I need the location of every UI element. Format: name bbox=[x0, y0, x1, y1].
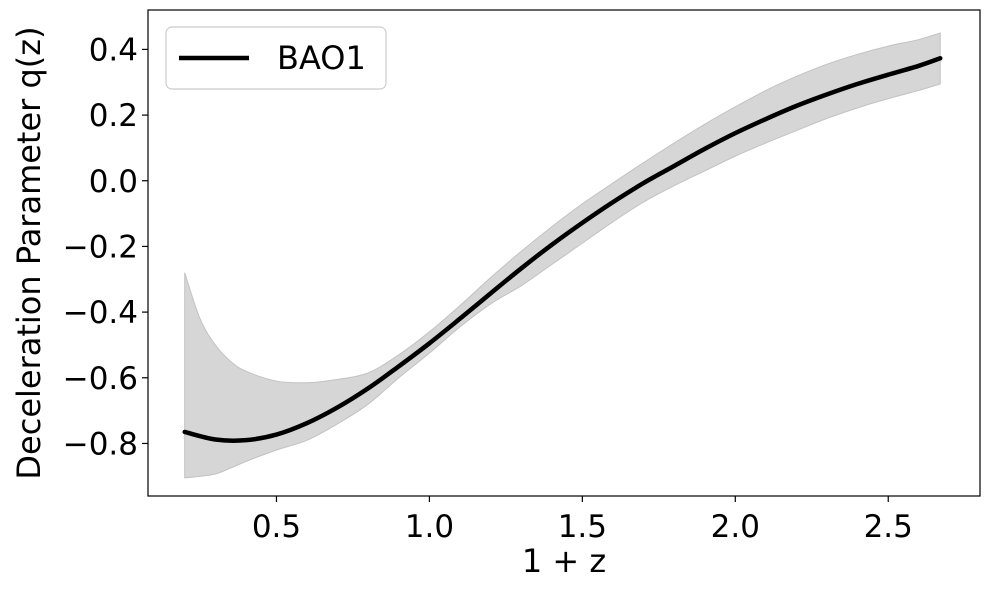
uncertainty-band bbox=[184, 32, 941, 479]
y-tick-label: 0.2 bbox=[89, 98, 138, 134]
y-tick-label: −0.4 bbox=[63, 295, 138, 331]
x-tick-label: 1.0 bbox=[405, 509, 454, 545]
legend-box bbox=[165, 26, 387, 90]
y-tick-label: −0.2 bbox=[63, 229, 138, 265]
x-axis-label: 1 + z bbox=[522, 542, 606, 580]
y-axis-ticks: −0.8 −0.6 −0.4 −0.2 0.0 0.2 0.4 bbox=[63, 32, 148, 462]
x-tick-label: 2.0 bbox=[711, 509, 760, 545]
legend-label-bao1: BAO1 bbox=[277, 39, 366, 77]
x-tick-label: 0.5 bbox=[252, 509, 301, 545]
series-line-bao1 bbox=[182, 56, 943, 443]
series-line-group bbox=[182, 56, 943, 443]
x-tick-label: 1.5 bbox=[558, 509, 607, 545]
x-tick-label: 2.5 bbox=[864, 509, 913, 545]
plot-frame bbox=[147, 9, 981, 497]
legend: BAO1 bbox=[165, 26, 387, 90]
x-axis-ticks: 0.5 1.0 1.5 2.0 2.5 bbox=[252, 496, 913, 545]
y-tick-label: −0.6 bbox=[63, 361, 138, 397]
y-tick-label: 0.4 bbox=[89, 32, 138, 68]
y-tick-label: −0.8 bbox=[63, 426, 138, 462]
y-tick-label: 0.0 bbox=[89, 164, 138, 200]
uncertainty-band-group bbox=[184, 32, 941, 479]
y-axis-label: Deceleration Parameter q(z) bbox=[10, 26, 48, 479]
